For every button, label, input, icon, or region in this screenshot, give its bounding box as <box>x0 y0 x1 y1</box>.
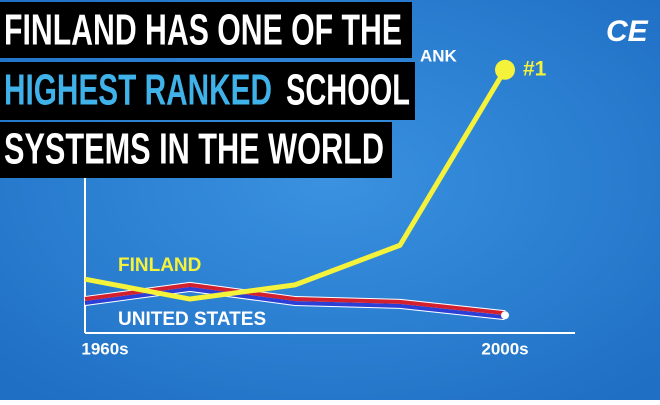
title-line: SYSTEMS IN THE WORLD <box>4 125 384 174</box>
title-line: FINLAND HAS ONE OF THE <box>4 6 402 55</box>
annotation: #1 <box>523 57 547 80</box>
series-label: FINLAND <box>118 255 201 276</box>
logo: CE <box>606 15 649 48</box>
title-highlight: HIGHEST RANKED <box>4 66 272 115</box>
y-axis-label: ANK <box>420 46 458 65</box>
end-dot <box>495 59 515 80</box>
end-dot <box>501 311 509 320</box>
line <box>84 282 506 316</box>
x-tick-label: 2000s <box>481 339 528 358</box>
title-line: SCHOOL <box>286 66 410 115</box>
x-tick-label: 1960s <box>81 339 128 358</box>
title-box <box>0 122 392 178</box>
line <box>84 68 508 302</box>
title-box <box>0 2 412 58</box>
title-box <box>0 62 415 120</box>
series-label: UNITED STATES <box>118 309 266 330</box>
